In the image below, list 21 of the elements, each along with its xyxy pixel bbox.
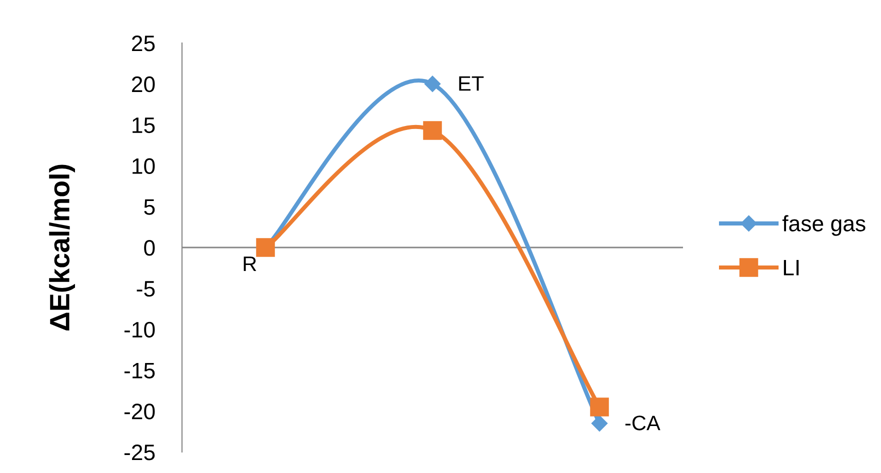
point xyxy=(424,76,441,92)
legend-label: LI xyxy=(784,260,799,276)
y-tick-label: 0 xyxy=(144,240,155,256)
y-tick-label: 15 xyxy=(132,118,155,134)
y-tick-label: -10 xyxy=(124,322,155,338)
y-tick-label: -25 xyxy=(124,444,155,460)
legend-label: fase gas xyxy=(782,215,866,236)
y-tick-label: -15 xyxy=(124,362,155,378)
point xyxy=(423,121,442,140)
y-tick-label: 10 xyxy=(132,158,155,174)
point xyxy=(591,415,608,432)
annotation: ET xyxy=(459,76,484,91)
y-tick-label: 25 xyxy=(132,36,155,52)
y-tick-label: -5 xyxy=(136,281,155,297)
point xyxy=(590,398,609,416)
y-tick-label: 5 xyxy=(144,199,155,215)
y-axis-title: ΔE(kcal/mol) xyxy=(49,164,75,330)
y-tick-label: 20 xyxy=(132,76,155,92)
annotation: -CA xyxy=(625,416,660,430)
y-tick-label: -20 xyxy=(124,404,155,420)
annotation: R xyxy=(244,256,256,271)
